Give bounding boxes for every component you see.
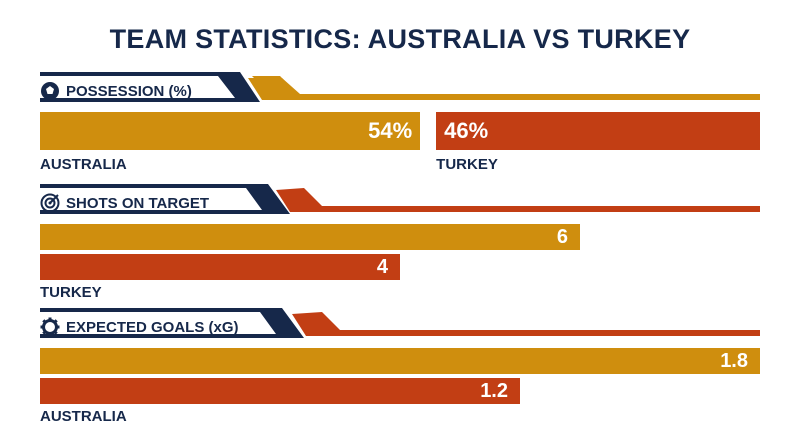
section-title: EXPECTED GOALS (xG) — [66, 319, 239, 336]
bar-value: 54% — [368, 118, 413, 143]
bar-value: 1.2 — [480, 380, 508, 402]
bar-value: 4 — [376, 256, 388, 278]
team-label: TURKEY — [436, 156, 498, 173]
team-label: AUSTRALIA — [40, 408, 127, 425]
bar-value: 1.8 — [720, 350, 748, 372]
bar-australia: 54% — [40, 112, 421, 150]
section-banner — [40, 184, 760, 214]
section-banner — [40, 72, 760, 102]
page-title: TEAM STATISTICS: AUSTRALIA VS TURKEY — [109, 24, 691, 54]
possession-section: POSSESSION (%) 54% 46% AUSTRALIA TURKEY — [0, 72, 800, 182]
target-icon — [40, 193, 60, 213]
team-label: TURKEY — [40, 284, 102, 301]
bar-red: 4 — [40, 254, 400, 280]
section-title: POSSESSION (%) — [66, 83, 192, 100]
bar-value: 6 — [556, 226, 568, 248]
xg-section: EXPECTED GOALS (xG) 1.8 1.2 AUSTRALIA — [0, 308, 800, 428]
bar-gold: 1.8 — [40, 348, 760, 374]
section-banner — [40, 308, 760, 338]
bar-gold: 6 — [40, 224, 580, 250]
section-title: SHOTS ON TARGET — [66, 195, 210, 212]
bar-turkey: 46% — [436, 112, 760, 150]
shots-section: SHOTS ON TARGET 6 4 TURKEY — [0, 184, 800, 304]
bar-red: 1.2 — [40, 378, 520, 404]
team-label: AUSTRALIA — [40, 156, 127, 173]
gear-icon — [40, 317, 60, 337]
soccer-ball-icon — [41, 82, 59, 100]
bar-value: 46% — [444, 118, 489, 143]
